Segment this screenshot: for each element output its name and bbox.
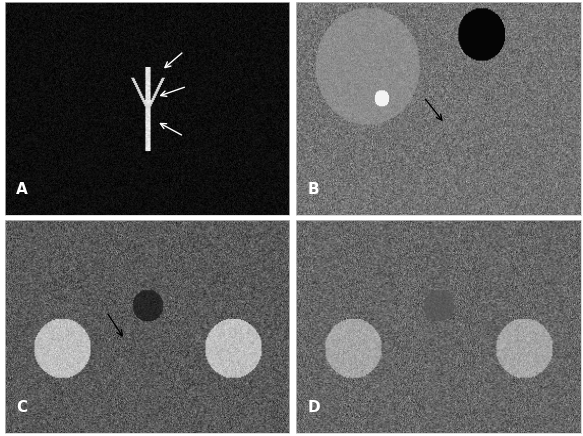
- Text: C: C: [16, 401, 27, 416]
- Text: B: B: [308, 183, 319, 198]
- Text: D: D: [308, 401, 320, 416]
- Text: A: A: [16, 183, 28, 198]
